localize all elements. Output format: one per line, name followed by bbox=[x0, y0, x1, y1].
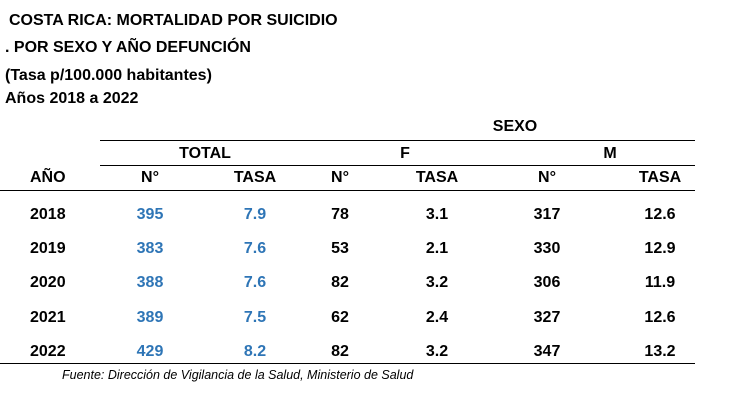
row-2021-f-tasa: 2.4 bbox=[425, 309, 449, 326]
row-2020-total-tasa: 7.6 bbox=[243, 274, 267, 291]
header-rule-middle bbox=[100, 165, 695, 166]
row-2018-total-tasa: 7.9 bbox=[243, 206, 267, 223]
row-2018-f-tasa: 3.1 bbox=[425, 206, 449, 223]
row-2022-m-n: 347 bbox=[533, 343, 561, 360]
row-2021-m-n: 327 bbox=[533, 309, 561, 326]
row-2020-year: 2020 bbox=[30, 274, 66, 291]
row-2021-total-n: 389 bbox=[136, 309, 164, 326]
col-header-total-tasa: TASA bbox=[233, 169, 277, 186]
row-2019-total-n: 383 bbox=[136, 240, 164, 257]
row-2019-m-tasa: 12.9 bbox=[644, 240, 676, 257]
col-header-f-tasa: TASA bbox=[415, 169, 459, 186]
row-2018-year: 2018 bbox=[30, 206, 66, 223]
row-2022-year: 2022 bbox=[30, 343, 66, 360]
col-header-m-tasa: TASA bbox=[638, 169, 682, 186]
title-line-1: COSTA RICA: MORTALIDAD POR SUICIDIO bbox=[9, 12, 338, 29]
header-total: TOTAL bbox=[179, 145, 231, 162]
row-2020-f-tasa: 3.2 bbox=[425, 274, 449, 291]
subtitle-years: Años 2018 a 2022 bbox=[5, 90, 139, 107]
row-2019-f-tasa: 2.1 bbox=[425, 240, 449, 257]
col-header-year: AÑO bbox=[30, 169, 66, 186]
row-2018-m-n: 317 bbox=[533, 206, 561, 223]
row-2020-m-n: 306 bbox=[533, 274, 561, 291]
row-2019-f-n: 53 bbox=[331, 240, 349, 257]
header-m: M bbox=[603, 145, 617, 162]
row-2022-total-n: 429 bbox=[136, 343, 164, 360]
row-2021-total-tasa: 7.5 bbox=[243, 309, 267, 326]
col-header-total-n: N° bbox=[141, 169, 159, 186]
header-f: F bbox=[400, 145, 410, 162]
row-2018-f-n: 78 bbox=[331, 206, 349, 223]
row-2021-f-n: 62 bbox=[331, 309, 349, 326]
col-header-f-n: N° bbox=[331, 169, 349, 186]
row-2022-m-tasa: 13.2 bbox=[644, 343, 676, 360]
header-rule-top bbox=[100, 140, 695, 141]
row-2019-total-tasa: 7.6 bbox=[243, 240, 267, 257]
row-2022-f-n: 82 bbox=[331, 343, 349, 360]
title-line-2: . POR SEXO Y AÑO DEFUNCIÓN bbox=[5, 39, 251, 56]
row-2022-f-tasa: 3.2 bbox=[425, 343, 449, 360]
row-2019-year: 2019 bbox=[30, 240, 66, 257]
source-note: Fuente: Dirección de Vigilancia de la Sa… bbox=[62, 368, 414, 382]
header-rule-bottom bbox=[0, 190, 695, 191]
row-2021-year: 2021 bbox=[30, 309, 66, 326]
row-2018-m-tasa: 12.6 bbox=[644, 206, 676, 223]
subtitle-rate-unit: (Tasa p/100.000 habitantes) bbox=[5, 67, 212, 84]
row-2020-m-tasa: 11.9 bbox=[644, 274, 676, 291]
row-2020-total-n: 388 bbox=[136, 274, 164, 291]
row-2020-f-n: 82 bbox=[331, 274, 349, 291]
header-sexo: SEXO bbox=[492, 118, 538, 135]
row-2021-m-tasa: 12.6 bbox=[644, 309, 676, 326]
row-2018-total-n: 395 bbox=[136, 206, 164, 223]
row-2019-m-n: 330 bbox=[533, 240, 561, 257]
table-rule-bottom bbox=[0, 363, 695, 364]
row-2022-total-tasa: 8.2 bbox=[243, 343, 267, 360]
col-header-m-n: N° bbox=[538, 169, 556, 186]
